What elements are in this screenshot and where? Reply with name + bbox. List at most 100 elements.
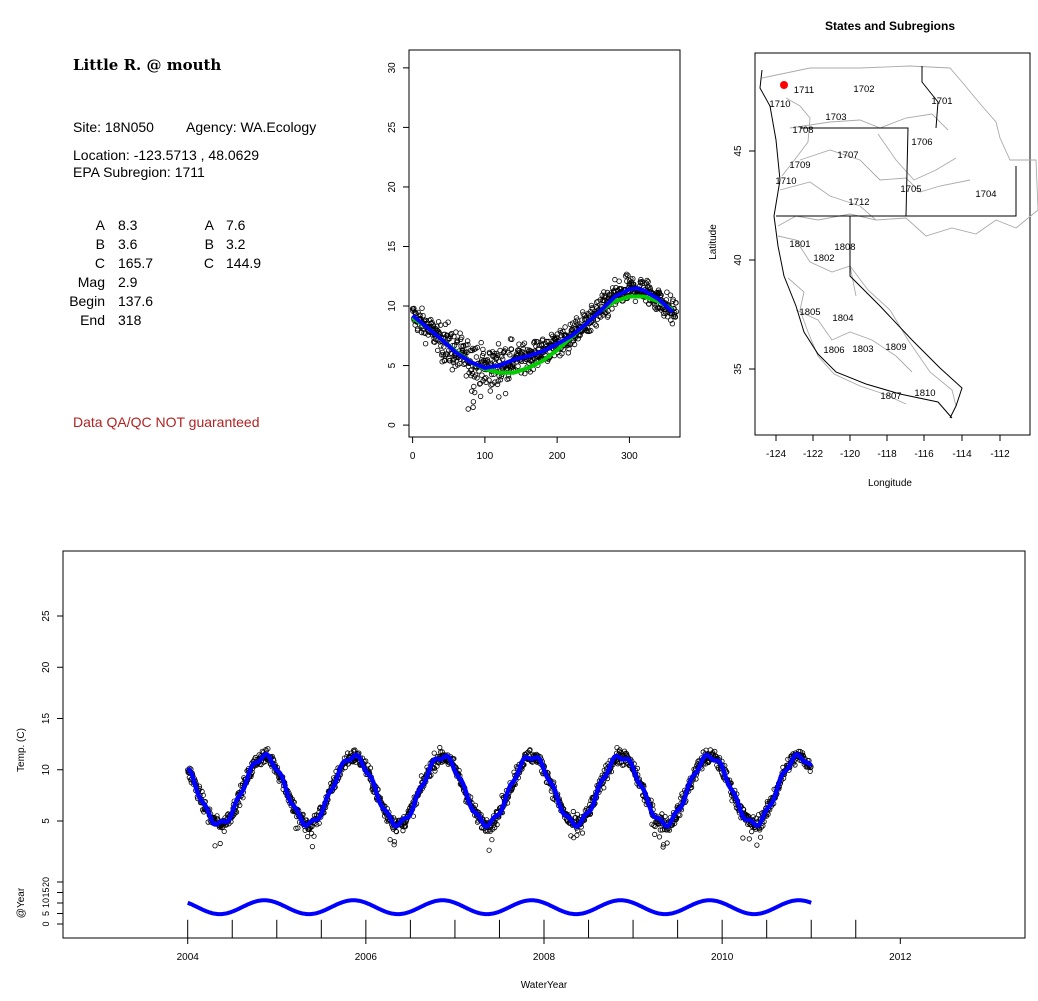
observation-point — [486, 847, 492, 853]
param-label: A — [204, 217, 214, 233]
param-value: 318 — [118, 312, 142, 328]
observation-point — [637, 280, 644, 286]
param-label: B — [95, 236, 105, 252]
observation-point — [673, 300, 679, 306]
param-value: 165.7 — [118, 255, 154, 271]
observation-point — [487, 388, 493, 394]
observation-point — [488, 382, 494, 388]
coastline — [759, 69, 953, 419]
observation-point — [419, 329, 425, 336]
observation-point — [562, 324, 568, 330]
observation-point — [628, 281, 634, 288]
y-tick-label: 10 — [41, 898, 51, 908]
region-label: 1707 — [837, 150, 858, 161]
observation-points — [409, 271, 680, 412]
observation-point — [664, 289, 670, 295]
observation-point — [391, 839, 398, 845]
observation-point — [480, 350, 487, 357]
observation-point — [645, 279, 651, 285]
observation-point — [571, 835, 577, 841]
observation-point — [387, 836, 393, 843]
param-value: 8.3 — [118, 217, 138, 233]
day-of-year-chart: 0 100 200 300 0 5 10 15 20 25 30 — [387, 49, 681, 462]
observation-point — [520, 342, 526, 348]
observation-point — [495, 341, 502, 347]
observation-point — [501, 349, 507, 355]
observation-point — [494, 381, 501, 388]
observation-point — [212, 843, 218, 849]
observation-point — [670, 296, 676, 303]
observation-point — [391, 842, 397, 848]
observation-point — [623, 751, 630, 757]
observation-point — [593, 323, 600, 329]
observation-point — [616, 760, 622, 766]
observation-point — [422, 341, 429, 347]
observation-point — [489, 837, 495, 843]
y-tick-label: 5 — [41, 818, 52, 824]
observation-point — [584, 325, 591, 331]
observation-point — [437, 322, 444, 328]
site-id: Site: 18N050 — [73, 119, 154, 135]
observation-point — [539, 336, 546, 342]
region-label: 1803 — [852, 344, 873, 355]
observation-point — [479, 372, 485, 378]
observation-point — [470, 404, 476, 410]
observation-point — [410, 306, 416, 312]
observation-point — [494, 821, 500, 828]
observation-point — [502, 346, 508, 352]
observation-point — [632, 298, 639, 305]
region-label: 1806 — [823, 345, 844, 356]
subregion-boundary — [761, 65, 1038, 237]
y-tick-label: 20 — [387, 181, 398, 193]
observation-point — [498, 353, 505, 360]
observation-point — [502, 390, 509, 397]
observation-point — [445, 319, 451, 325]
observation-point — [592, 321, 598, 328]
observation-point — [461, 361, 467, 367]
y-axis-label: Temp. (C) — [16, 728, 27, 772]
param-label: C — [203, 255, 214, 271]
observation-point — [478, 339, 484, 346]
y-tick-label: 5 — [387, 362, 398, 368]
observation-point — [625, 272, 631, 279]
observation-point — [656, 289, 663, 295]
map-title: States and Subregions — [825, 19, 955, 33]
observation-point — [754, 842, 760, 848]
y-tick-label: 35 — [733, 363, 744, 375]
region-label: 1802 — [813, 253, 834, 264]
observation-point — [669, 321, 676, 327]
observation-point — [575, 827, 581, 834]
observation-point — [477, 380, 483, 387]
time-series-chart: 2004 2006 2008 2010 2012WaterYear510152025Te… — [16, 550, 1026, 991]
observation-point — [757, 827, 763, 833]
observation-point — [495, 352, 501, 359]
observation-point — [465, 341, 471, 348]
plot-frame — [62, 550, 1026, 939]
observation-point — [656, 821, 662, 827]
state-boundary-wa-id — [921, 66, 939, 129]
param-label: A — [95, 217, 105, 233]
observation-point — [265, 746, 271, 752]
observation-point — [712, 748, 718, 754]
observation-point — [506, 375, 512, 382]
observation-point — [652, 831, 658, 837]
observation-point — [452, 363, 458, 369]
observation-point — [449, 367, 455, 373]
x-tick-label: 2008 — [533, 952, 556, 963]
param-value: 2.9 — [118, 274, 138, 290]
region-label: 1809 — [885, 342, 906, 353]
observation-point — [757, 834, 764, 840]
observation-point — [402, 823, 408, 829]
subregion-boundary — [795, 309, 913, 373]
agency: Agency: WA.Ecology — [186, 119, 317, 135]
observation-point — [477, 393, 484, 400]
observation-point — [469, 388, 475, 394]
observation-point — [458, 334, 465, 341]
x-tick-label: 2004 — [177, 952, 200, 963]
observation-point — [499, 356, 506, 362]
observation-point — [295, 825, 301, 831]
observation-point — [479, 359, 485, 365]
observation-point — [740, 835, 746, 841]
observation-point — [616, 278, 622, 284]
y-tick-label: 0 — [387, 422, 398, 428]
